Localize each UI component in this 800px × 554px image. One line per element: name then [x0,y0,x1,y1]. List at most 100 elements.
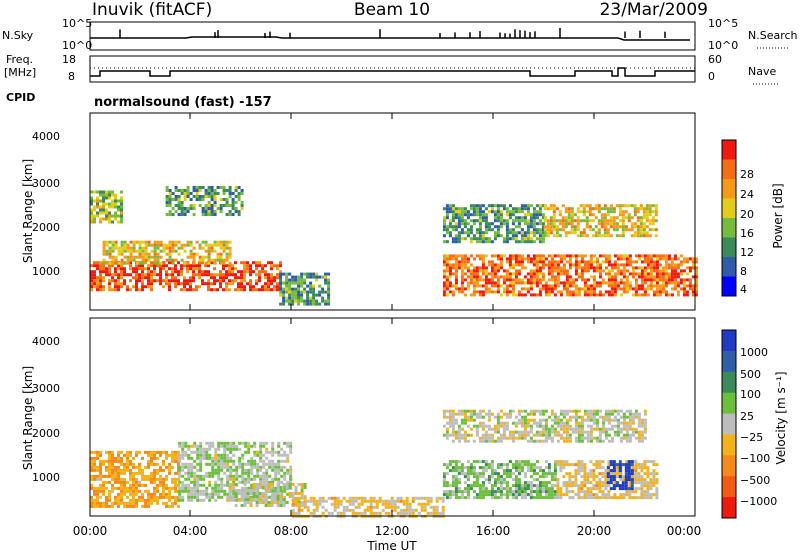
power-cell [535,269,539,273]
power-cell [225,282,228,286]
vel-cell [208,495,212,499]
power-cell [258,264,261,268]
power-cell [589,293,593,297]
power-cell [114,267,117,271]
vel-cell [96,495,99,499]
vel-cell [502,427,506,431]
power-cell [655,293,659,297]
vel-cell [553,427,557,431]
power-cell [691,287,695,291]
vel-cell [624,484,628,488]
vel-cell [286,468,290,472]
power-cell [201,282,204,286]
vel-cell [294,492,298,495]
power-cell [558,210,562,214]
power-cell [99,273,102,277]
power-cell [469,269,473,273]
power-cell [195,264,198,268]
power-cell [567,219,571,223]
vel-cell [178,471,182,475]
vel-cell [577,490,581,494]
power-cell [90,211,93,215]
power-cell [664,260,668,264]
vel-cell [138,471,141,475]
vel-cell [250,462,254,466]
vel-cell [577,409,581,413]
power-cell [685,278,689,282]
vel-cell [150,498,153,502]
vel-cell [342,505,346,509]
power-cell [469,263,473,267]
power-cell [649,260,653,264]
power-cell [580,254,584,258]
power-cell [162,246,166,250]
vel-cell [547,466,551,470]
power-cell [582,231,586,235]
vel-cell [454,475,458,479]
vel-cell [637,439,641,443]
vel-cell [610,412,614,416]
power-cell [192,204,196,207]
power-cell [153,252,157,256]
power-cell [580,287,584,291]
vel-cell [190,474,194,478]
vel-cell [177,462,180,466]
vel-cell [93,456,96,460]
power-cell [655,287,659,291]
vel-cell [589,490,593,494]
power-cell [189,279,192,283]
power-cell [129,258,133,262]
power-cell [619,269,623,273]
power-cell [120,264,123,268]
power-cell [600,222,604,226]
power-cell [219,279,222,283]
vel-cell [252,492,256,495]
power-cell [243,273,246,277]
power-cell [484,231,488,235]
power-cell [478,222,482,226]
vel-cell [505,466,509,470]
power-cell [526,278,530,282]
power-cell [282,299,286,303]
power-cell [454,240,458,244]
power-cell [210,192,214,195]
power-cell [613,293,617,297]
power-cell [654,234,658,238]
power-cell [636,231,640,235]
power-cell [207,249,211,253]
power-cell [529,231,533,235]
vel-cell [253,441,257,445]
vel-cell [541,487,545,491]
power-cell [610,263,614,267]
power-cell [694,260,698,264]
power-cell [652,254,656,258]
vel-cell [129,492,132,496]
power-cell [225,240,229,244]
power-cell [543,228,547,232]
vel-cell [165,501,168,505]
vel-cell [640,481,644,485]
power-cell [96,279,99,283]
vel-cell [589,433,593,437]
vel-cell [631,490,635,494]
power-cell [505,231,509,235]
power-cell [294,287,298,291]
power-cell [189,192,193,195]
power-cell [585,222,589,226]
vel-cell [568,490,572,494]
power-cell [621,231,625,235]
power-cell [195,273,198,277]
vel-cell [487,409,491,413]
vel-cell [598,487,602,491]
power-cell [171,243,175,247]
vel-cell [631,430,635,434]
vel-cell [490,427,494,431]
vel-cell [129,486,132,490]
vel-cell [508,412,512,416]
power-cell [144,249,148,253]
power-cell [153,240,157,244]
power-cell [270,288,273,292]
vel-cell [196,495,200,499]
power-cell [276,276,279,280]
vel-cell [283,459,287,463]
